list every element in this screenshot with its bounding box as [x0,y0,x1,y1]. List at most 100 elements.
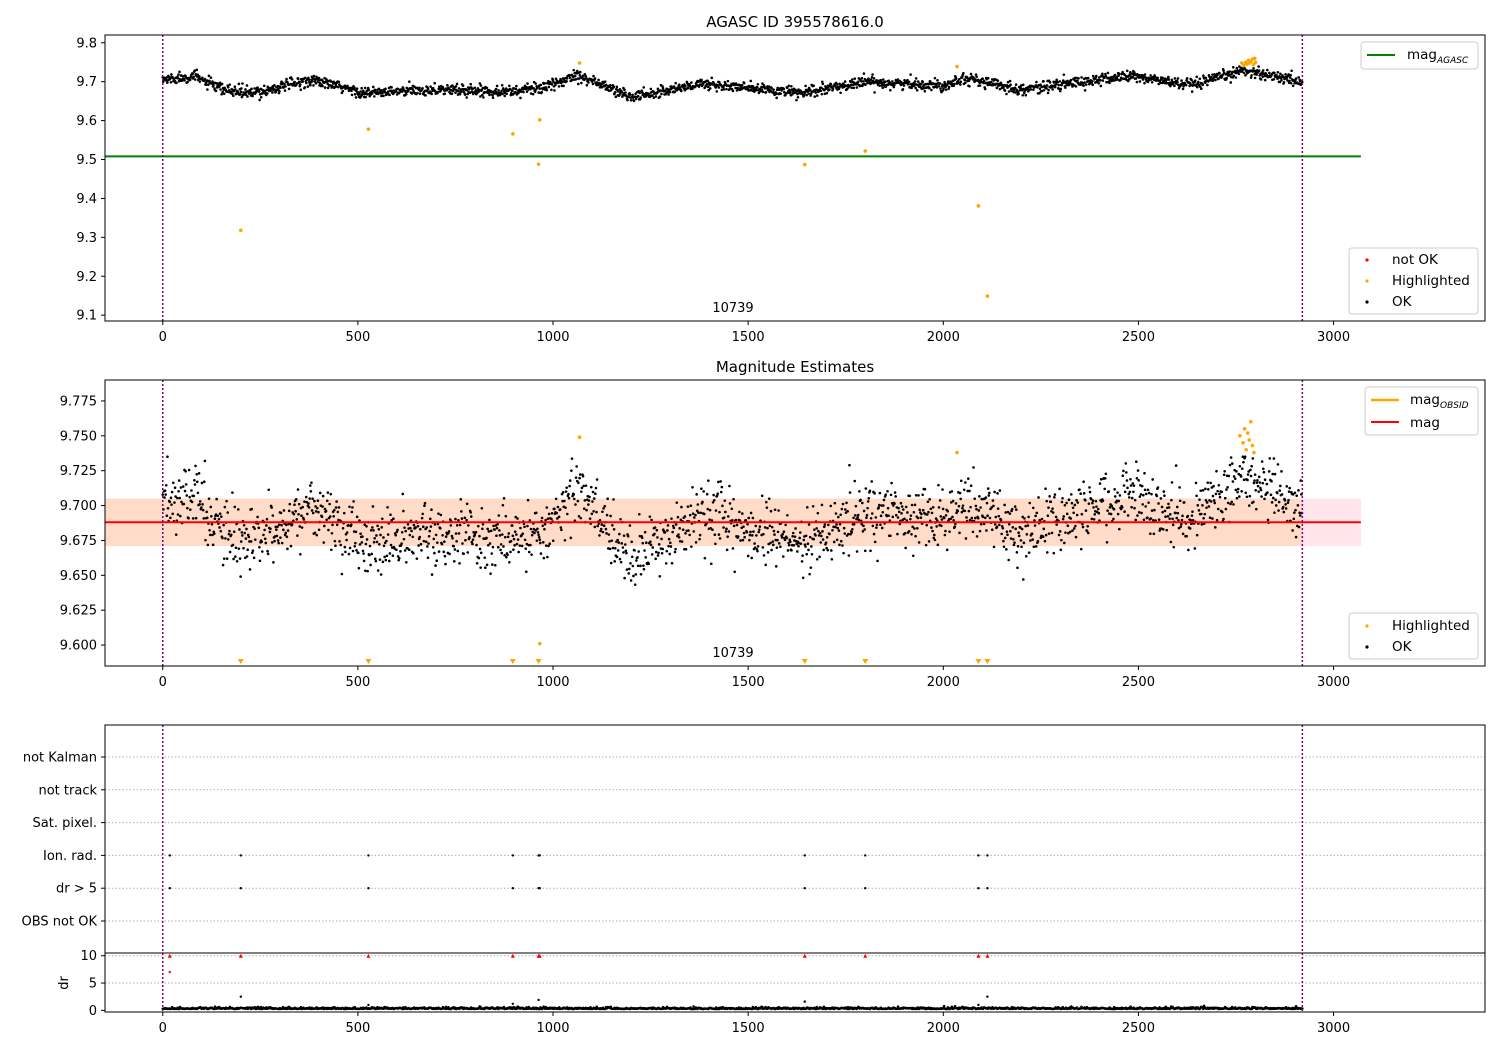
ok-point [936,79,939,82]
ok-point [246,548,249,551]
ok-point [203,459,207,463]
ok-point [1260,495,1263,498]
ok-point [841,544,844,547]
ok-point [786,86,789,90]
ok-point [347,523,350,527]
ok-point [767,497,771,500]
ok-point [465,96,468,99]
ok-point [697,511,700,514]
ok-point [1057,83,1061,87]
ok-point [990,506,993,509]
ok-point [583,499,587,502]
ok-point [1037,496,1040,499]
ok-point [628,567,631,571]
ok-point [1032,88,1035,91]
ok-point [781,555,785,558]
ok-point [419,527,422,531]
ok-point [1073,503,1077,507]
ok-point [221,536,224,540]
ok-point [437,550,441,553]
ok-point [1144,492,1148,496]
ok-point [746,554,750,558]
below-range-marker [975,659,982,664]
ok-point [1033,524,1037,527]
ok-point [1251,457,1255,460]
ok-point [581,474,585,478]
ok-point [509,539,513,543]
ok-point [981,77,984,81]
ok-point [1065,512,1069,516]
ok-point [691,512,695,515]
ok-point [481,522,485,526]
ok-point [1252,67,1255,70]
ok-point [1062,541,1066,545]
ok-point [355,549,358,552]
ok-point [314,505,317,508]
ok-point [968,85,971,88]
ok-point [1143,73,1147,76]
ok-point [812,84,815,87]
ok-point [1130,505,1133,509]
ok-point [495,534,498,538]
ok-point [580,81,583,85]
ok-point [490,552,494,555]
ok-point [921,493,924,497]
ok-point [789,540,792,544]
ok-point [257,526,261,530]
ok-point [745,530,749,534]
ok-point [1071,506,1075,510]
ok-point [1008,512,1012,515]
ok-point [239,540,243,543]
ok-point [258,92,262,96]
ok-point [170,490,174,494]
ok-point [276,84,280,88]
ok-point [1056,80,1060,84]
ok-point [358,92,361,96]
ok-point [944,514,948,517]
ok-point [386,506,389,509]
ok-point [205,83,208,87]
ok-point [1091,499,1095,503]
ok-point [373,557,377,561]
ok-point [596,524,600,528]
ok-point [1126,486,1129,490]
ok-point [771,540,775,543]
ok-point [807,86,811,90]
ok-point [860,79,863,83]
ok-point [1255,481,1259,484]
ok-point [285,535,289,539]
ok-point [942,87,945,90]
ok-point [1291,529,1294,532]
ok-point [879,514,883,518]
ok-point [406,523,410,526]
ok-point [1235,470,1238,473]
ok-point [862,80,865,83]
ok-point [573,497,576,501]
ok-point [937,85,941,88]
ok-point [222,557,226,560]
ok-point [1198,77,1202,81]
ok-point [372,529,375,532]
ok-point [371,526,374,529]
ok-point [629,579,633,582]
ok-point [1007,522,1011,526]
ok-point [639,96,642,99]
ok-point [382,94,385,98]
ok-point [478,547,482,551]
ok-point [651,94,654,97]
ok-point [1150,80,1154,84]
ok-point [553,507,556,511]
ok-point [491,96,495,99]
ok-point [431,545,435,549]
ok-point [1248,494,1252,498]
ok-point [881,510,885,514]
ok-point [540,90,544,94]
flag-point [977,854,980,857]
ok-point [1156,76,1159,80]
ok-point [968,518,972,522]
ok-point [725,527,728,531]
ok-point [1214,526,1217,529]
ok-point [1002,86,1005,89]
below-range-marker [984,659,991,664]
ok-point [558,508,562,511]
